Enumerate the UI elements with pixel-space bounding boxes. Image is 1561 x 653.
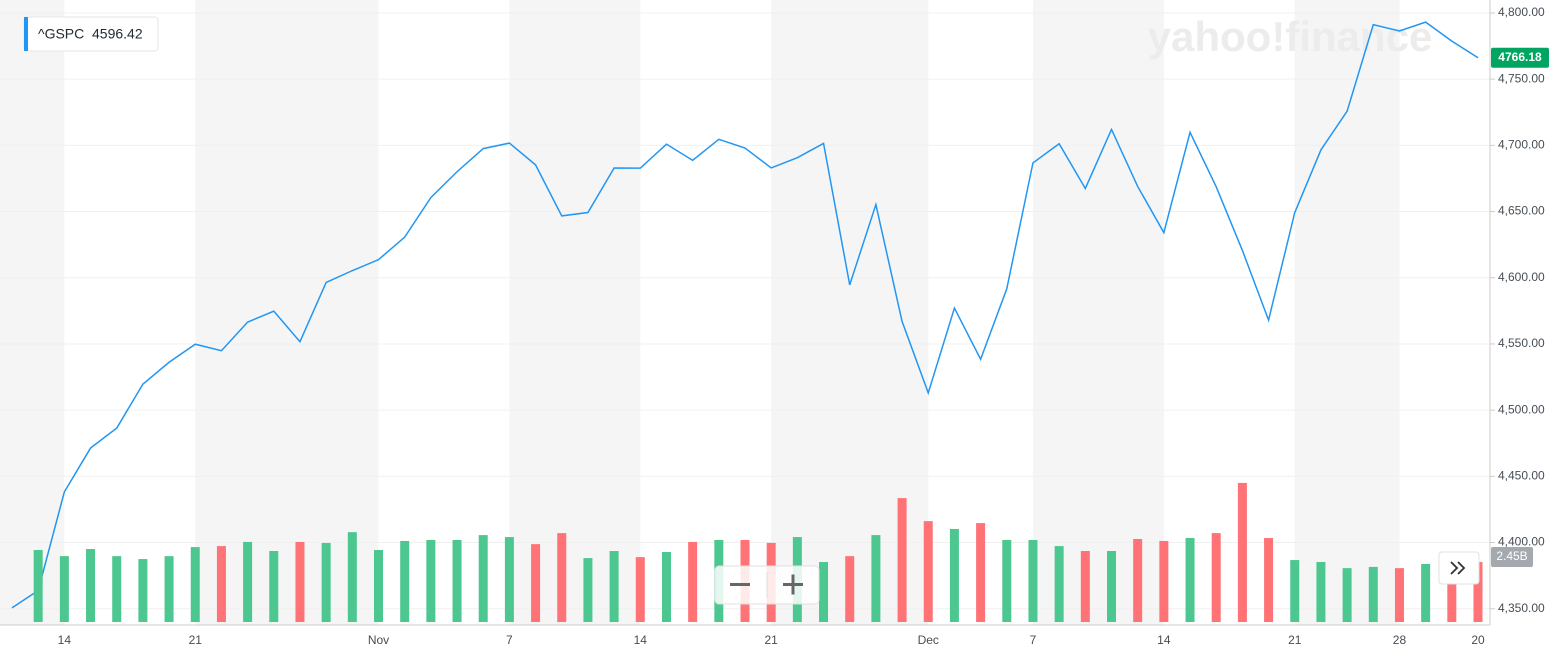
legend-box: ^GSPC 4596.42 [23, 16, 159, 52]
week-band [509, 0, 641, 625]
volume-bar [845, 556, 855, 622]
x-tick-label: 7 [506, 633, 513, 647]
week-band [1294, 0, 1400, 625]
volume-bar [1316, 562, 1326, 622]
legend-swatch [24, 17, 28, 51]
volume-tag-bg [1491, 547, 1533, 568]
watermark: yahoo!finance [1148, 13, 1433, 60]
volume-bar [1211, 533, 1221, 622]
x-tick-label: 28 [1393, 633, 1407, 647]
y-tick-label: 4,400.00 [1498, 535, 1545, 549]
zoom-in[interactable] [783, 574, 803, 595]
x-tick-label: 21 [189, 633, 203, 647]
price-tag: 4766.18 [1498, 50, 1542, 64]
volume-bar [1421, 563, 1431, 622]
volume-bar [33, 550, 43, 622]
y-tick-label: 4,700.00 [1498, 138, 1545, 152]
volume-bar [1368, 566, 1378, 622]
x-tick-label: Dec [918, 633, 939, 647]
legend-name: ^GSPC [38, 26, 84, 42]
volume-bar [1237, 482, 1247, 622]
volume-bar [819, 562, 829, 622]
y-tick-label: 4,800.00 [1498, 5, 1545, 19]
y-tick-label: 4,450.00 [1498, 469, 1545, 483]
x-tick-label: 14 [1157, 633, 1171, 647]
volume-bar [897, 498, 907, 622]
x-tick-label: Nov [368, 633, 389, 647]
y-tick-label: 4,550.00 [1498, 336, 1545, 350]
volume-bar [531, 544, 541, 622]
volume-bar [164, 556, 174, 622]
volume-bar [269, 550, 279, 622]
x-tick-label: 21 [764, 633, 778, 647]
volume-bar [1080, 550, 1090, 622]
volume-bar [949, 528, 959, 622]
volume-tag: 2.45B [1496, 549, 1527, 563]
volume-bar [1264, 538, 1274, 622]
volume-bar [138, 559, 148, 622]
zoom-controls[interactable] [714, 565, 820, 605]
y-tick-label: 4,750.00 [1498, 71, 1545, 85]
volume-bar [243, 541, 253, 622]
volume-bar [112, 556, 122, 622]
scroll-icon [1450, 561, 1466, 575]
volume-bar [504, 537, 514, 622]
volume-bar [374, 550, 383, 622]
volume-bar [1290, 560, 1300, 622]
axes: 4,350.00 4,400.00 4,450.00 4,500.00 4,550.00… [58, 5, 1549, 647]
week-band [195, 0, 379, 625]
volume-bar [688, 541, 698, 622]
x-tick-label: 21 [1288, 633, 1302, 647]
volume-bar [295, 541, 305, 622]
volume-bar [635, 557, 645, 622]
y-tick-label: 4,350.00 [1498, 601, 1545, 615]
volume-bar [426, 539, 436, 622]
volume-bar [1054, 546, 1064, 622]
price-line [11, 21, 1479, 609]
volume-bar [86, 549, 96, 622]
volume-bar [583, 558, 593, 622]
volume-bar [923, 521, 933, 622]
scroll-bg[interactable] [1438, 551, 1480, 585]
x-tick-label: 14 [634, 633, 648, 647]
volume-bar [609, 550, 619, 622]
volume-bar [1185, 538, 1195, 622]
volume-bar [1394, 568, 1404, 622]
volume-bar [321, 542, 331, 622]
legend-value: 4596.42 [92, 26, 143, 42]
volume-bar [59, 556, 69, 622]
volume-bar [478, 535, 488, 622]
volume-bar [1133, 538, 1143, 622]
y-tick-label: 4,600.00 [1498, 270, 1545, 284]
price-tag-bg [1491, 47, 1549, 68]
volume-bar [661, 551, 671, 622]
x-tick-label: 20 [1471, 633, 1485, 647]
x-tick-label: 14 [58, 633, 72, 647]
volume-bar [976, 523, 986, 622]
week-band [1032, 0, 1164, 625]
scroll-button[interactable] [1438, 551, 1480, 585]
volume-bar [1447, 568, 1457, 622]
volume-bar [557, 533, 567, 622]
volume-bar [1028, 539, 1038, 622]
week-band [0, 0, 65, 625]
x-tick-label: 7 [1030, 633, 1037, 647]
volume-bar [1159, 540, 1169, 622]
volume-bar [1342, 568, 1352, 622]
volume-bar [347, 532, 357, 622]
volume-bar [1002, 539, 1012, 622]
y-tick-label: 4,500.00 [1498, 402, 1545, 416]
week-bands [0, 0, 1399, 625]
volume-bar [190, 547, 200, 622]
volume-bar [452, 539, 462, 622]
volume-bar [216, 546, 226, 622]
y-tick-label: 4,650.00 [1498, 204, 1545, 218]
volume-bar [871, 535, 881, 622]
zoom-out[interactable] [730, 583, 750, 586]
volume-bar [1107, 550, 1116, 622]
volume-bar [400, 540, 410, 622]
volume-bar [1473, 562, 1483, 622]
